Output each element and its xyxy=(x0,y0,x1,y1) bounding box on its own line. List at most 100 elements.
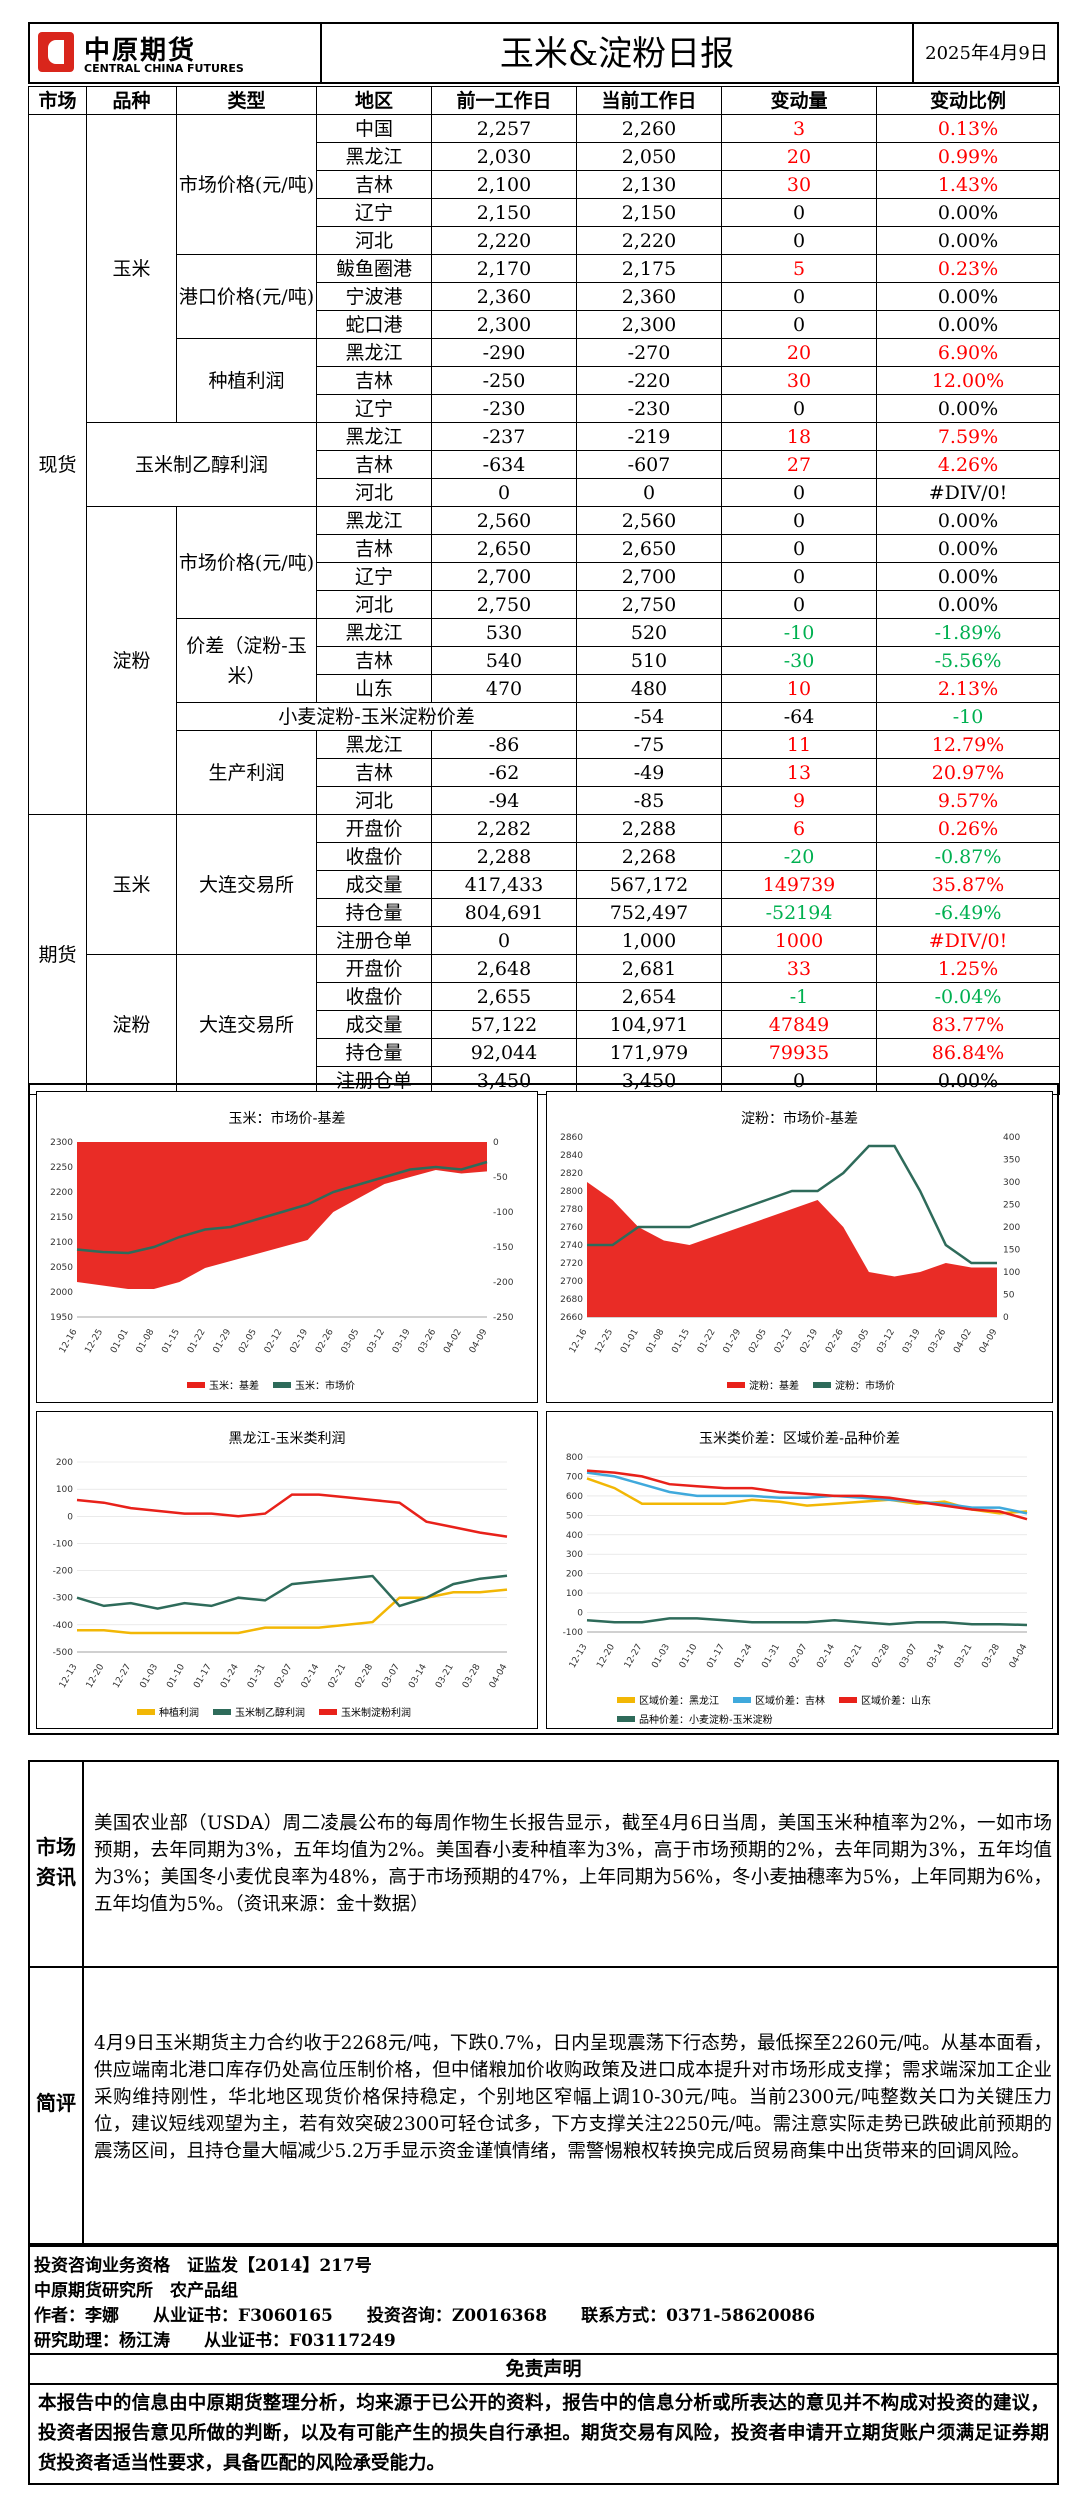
cell-pct: 83.77% xyxy=(876,1010,1060,1039)
assistant-line: 研究助理：杨江涛 从业证书：F03117249 xyxy=(34,2331,396,2351)
cell-region: 辽宁 xyxy=(316,562,432,591)
y-tick-label: 2720 xyxy=(560,1259,583,1269)
x-tick-label: 02-14 xyxy=(300,1662,322,1690)
cell-prev: 2,288 xyxy=(431,842,577,871)
table-row: 港口价格(元/吨) 鲅鱼圈港 2,170 2,175 5 0.23% xyxy=(29,254,1060,339)
group-spot: 现货 xyxy=(28,114,87,815)
cell-curr: 510 xyxy=(576,646,722,675)
charts-panel: 玉米：市场价-基差 1950 2000 2050 2100 2150 2200 2250 23… xyxy=(28,1083,1059,1735)
cell-pct: 1.43% xyxy=(876,170,1060,199)
report-date: 2025年4月9日 xyxy=(925,43,1048,64)
legend-label: 淀粉：基差 xyxy=(749,1381,799,1392)
x-tick-label: 03-21 xyxy=(953,1643,975,1671)
legend-label: 玉米制淀粉利润 xyxy=(341,1708,411,1719)
table-row: 期货 玉米 大连交易所 开盘价 2,282 2,288 6 0.26% xyxy=(28,814,1060,1095)
cell-chg: 20 xyxy=(721,142,877,171)
x-tick-label: 01-03 xyxy=(138,1663,160,1691)
cell-pct: 0.00% xyxy=(876,282,1060,311)
table-row: 现货 玉米 市场价格(元/吨) 中国 2,257 2,260 3 0.13% xyxy=(28,114,1060,815)
series-line xyxy=(587,1144,997,1265)
cell-chg: 33 xyxy=(721,954,877,983)
legend-label: 玉米制乙醇利润 xyxy=(235,1708,305,1719)
cell-pct: 0.00% xyxy=(876,1066,1060,1095)
y-tick-label: 2660 xyxy=(560,1313,583,1323)
cell-curr: 2,750 xyxy=(576,590,722,619)
y2-tick-label: 150 xyxy=(1003,1246,1020,1256)
table-row: 小麦淀粉-玉米淀粉价差-54-64-10-18.52% xyxy=(29,702,1060,731)
cell-pct: 0.23% xyxy=(876,254,1060,283)
table-row: 吉林 -250 -220 30 12.00% xyxy=(29,366,1060,395)
legend-item: 区域价差：山东 xyxy=(839,1692,931,1707)
x-tick-label: 12-20 xyxy=(595,1642,617,1670)
cell-chg: 0 xyxy=(721,506,877,535)
y2-tick-label: 300 xyxy=(1003,1178,1020,1188)
table-row: 河北 0 0 0 #DIV/0! xyxy=(29,478,1060,507)
cell-curr: 1,000 xyxy=(576,926,722,955)
x-tick-label: 03-07 xyxy=(898,1643,920,1671)
cell-pct: 0.00% xyxy=(876,534,1060,563)
table-row: 持仓量 92,044 171,979 79935 86.84% xyxy=(29,1038,1060,1067)
cell-prev: 470 xyxy=(431,674,577,703)
cell-chg: 0 xyxy=(721,534,877,563)
x-tick-label: 03-05 xyxy=(850,1328,872,1356)
chart-legend: 淀粉：基差 淀粉：市场价 xyxy=(727,1377,895,1392)
cell-region: 吉林 xyxy=(316,366,432,395)
cell-pct: -6.49% xyxy=(876,898,1060,927)
x-tick-label: 02-07 xyxy=(273,1663,295,1691)
table-row: 吉林 -634 -607 27 4.26% xyxy=(29,450,1060,479)
cell-region: 黑龙江 xyxy=(316,730,432,759)
qualification-line: 投资咨询业务资格 证监发【2014】217号 xyxy=(34,2256,372,2276)
cell-pct: 4.26% xyxy=(876,450,1060,479)
section-divider xyxy=(82,1968,84,2243)
x-tick-label: 01-10 xyxy=(165,1662,187,1690)
y-tick-label: 0 xyxy=(67,1512,73,1522)
x-tick-label: 01-31 xyxy=(760,1643,782,1671)
x-tick-label: 01-15 xyxy=(160,1328,182,1356)
cell-prev: 417,433 xyxy=(431,870,577,899)
author-line: 作者：李娜 从业证书：F3060165 投资咨询：Z0016368 联系方式：0… xyxy=(34,2306,816,2326)
cell-region: 成交量 xyxy=(316,870,432,899)
table-row: 注册仓单 0 1,000 1000 #DIV/0! xyxy=(29,926,1060,955)
cell-curr: 2,130 xyxy=(576,170,722,199)
comment-section: 简评 4月9日玉米期货主力合约收于2268元/吨，下跌0.7%，日内呈现震荡下行… xyxy=(28,1968,1059,2245)
x-tick-label: 01-15 xyxy=(670,1328,692,1356)
x-tick-label: 12-13 xyxy=(58,1663,80,1691)
chart-legend: 玉米：基差 玉米：市场价 xyxy=(187,1377,355,1392)
x-tick-label: 04-02 xyxy=(442,1328,464,1356)
x-tick-label: 04-09 xyxy=(978,1327,1000,1355)
y-tick-label: 2740 xyxy=(560,1241,583,1251)
cell-prev: 2,560 xyxy=(431,506,577,535)
x-tick-label: 01-31 xyxy=(246,1663,268,1691)
legend-label: 品种价差：小麦淀粉-玉米淀粉 xyxy=(639,1715,773,1726)
table-row: 淀粉 大连交易所 开盘价 2,648 2,681 33 1.25% xyxy=(29,954,1060,1095)
cell-pct: 35.87% xyxy=(876,870,1060,899)
cell-chg: 6 xyxy=(721,814,877,843)
cell-curr: 2,300 xyxy=(576,310,722,339)
group-futures: 期货 xyxy=(28,814,87,1095)
cell-curr: -220 xyxy=(576,366,722,395)
series-area xyxy=(77,1142,487,1289)
x-tick-label: 02-19 xyxy=(288,1327,310,1355)
cell-curr: -270 xyxy=(576,338,722,367)
y-tick-label: 2150 xyxy=(50,1213,73,1223)
cell-chg: -10 xyxy=(876,702,1060,731)
cell-chg: 0 xyxy=(721,310,877,339)
cell-pct: 0.00% xyxy=(876,590,1060,619)
x-tick-label: 03-26 xyxy=(927,1327,949,1355)
y-tick-label: -100 xyxy=(563,1628,584,1638)
legend-swatch xyxy=(319,1708,337,1715)
x-tick-label: 04-09 xyxy=(468,1327,490,1355)
cell-prev: 2,257 xyxy=(431,114,577,143)
x-tick-label: 02-12 xyxy=(263,1328,285,1356)
chart-legend: 种植利润 玉米制乙醇利润 玉米制淀粉利润 xyxy=(137,1704,411,1719)
legend-swatch xyxy=(733,1696,751,1703)
cell-region: 收盘价 xyxy=(316,842,432,871)
legend-label: 区域价差：山东 xyxy=(861,1696,931,1707)
chart-title: 玉米：市场价-基差 xyxy=(228,1111,346,1127)
cell-region: 成交量 xyxy=(316,1010,432,1039)
legend-swatch xyxy=(137,1708,155,1715)
cell-prev: 0 xyxy=(431,926,577,955)
cell-region: 持仓量 xyxy=(316,1038,432,1067)
cell-curr: 2,288 xyxy=(576,814,722,843)
x-tick-label: 12-25 xyxy=(83,1328,105,1356)
